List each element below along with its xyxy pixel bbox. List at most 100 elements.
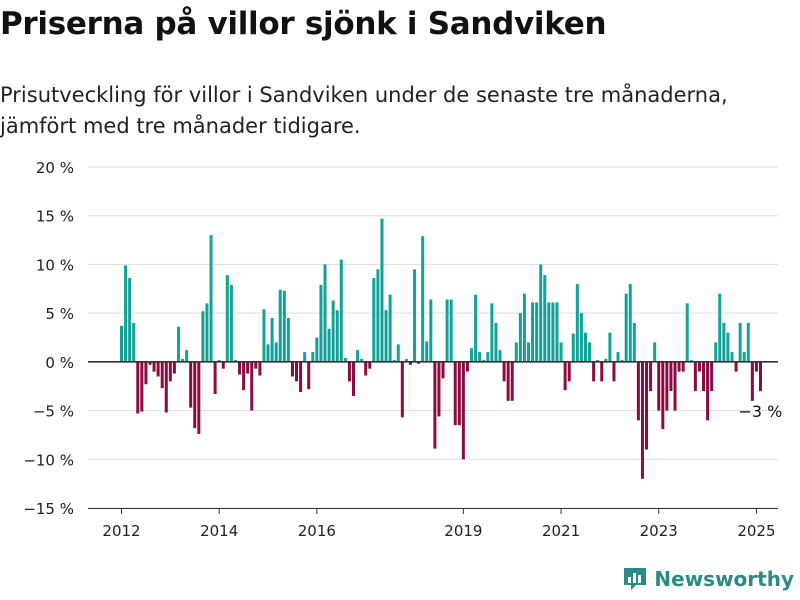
bar: [185, 350, 189, 362]
bar: [396, 344, 400, 362]
bar: [176, 326, 180, 362]
bar: [555, 302, 559, 362]
y-tick-label: 15 %: [36, 208, 74, 226]
bar: [746, 322, 750, 362]
bar: [404, 358, 408, 362]
bar: [551, 302, 555, 362]
bar: [189, 361, 193, 408]
bar: [343, 357, 347, 362]
bar: [201, 311, 205, 362]
page-title: Priserna på villor sjönk i Sandviken: [0, 6, 607, 42]
bar: [417, 361, 421, 364]
bar: [282, 290, 286, 362]
bar: [372, 278, 376, 362]
bar: [482, 359, 486, 362]
bar: [335, 310, 339, 362]
bar: [653, 342, 657, 362]
bar: [437, 361, 441, 417]
bar: [498, 350, 502, 362]
x-tick-label: 2016: [298, 522, 336, 540]
bar: [632, 322, 636, 362]
bar: [535, 302, 539, 362]
bar: [351, 361, 355, 396]
bar: [388, 294, 392, 362]
bar: [510, 361, 514, 401]
bar: [706, 361, 710, 421]
bar: [136, 361, 140, 414]
bar: [168, 361, 172, 382]
bar: [685, 303, 689, 362]
bar: [445, 299, 449, 362]
bar: [250, 361, 254, 411]
bar: [433, 361, 437, 449]
bar: [474, 294, 478, 362]
bar: [734, 361, 738, 372]
bar: [246, 361, 250, 374]
bar: [441, 361, 445, 379]
bar: [124, 265, 128, 362]
bar: [299, 361, 303, 393]
x-tick-label: 2014: [200, 522, 238, 540]
bar: [702, 361, 706, 392]
bar: [311, 352, 315, 362]
bar: [421, 236, 425, 362]
newsworthy-chart-logo-icon: [624, 568, 647, 590]
bar: [710, 361, 714, 392]
bar: [608, 332, 612, 362]
bar: [193, 361, 197, 429]
bar: [380, 218, 384, 362]
bar: [319, 284, 323, 362]
bar: [400, 361, 404, 418]
bar: [238, 361, 242, 375]
bar: [457, 361, 461, 426]
bar: [242, 361, 246, 391]
bar: [128, 278, 132, 362]
bar: [620, 359, 624, 362]
bar-chart: −15 %−10 %−5 %0 %5 %10 %15 %20 % 2012 201…: [23, 159, 782, 540]
bar: [470, 348, 474, 362]
bar: [754, 361, 758, 372]
bar: [543, 275, 547, 362]
bar: [738, 322, 742, 362]
bar: [575, 283, 579, 362]
bar: [531, 302, 535, 362]
x-tick-label: 2012: [102, 522, 140, 540]
bar: [213, 361, 217, 395]
bar: [413, 269, 417, 362]
bar: [290, 361, 294, 377]
bar: [152, 361, 156, 372]
bar: [307, 361, 311, 390]
bar: [262, 309, 266, 362]
bar: [697, 361, 701, 372]
bar: [278, 289, 282, 362]
bar: [197, 361, 201, 434]
bar: [303, 352, 307, 362]
y-tick-label: −5 %: [33, 403, 74, 421]
bar: [693, 361, 697, 392]
bar: [384, 310, 388, 362]
bar: [205, 303, 209, 362]
bar: [217, 359, 221, 362]
bar: [628, 283, 632, 362]
last-value-label: −3 %: [738, 402, 782, 421]
bar: [327, 328, 331, 362]
bar: [588, 342, 592, 362]
bar: [758, 361, 762, 392]
bar: [669, 361, 673, 392]
bar: [583, 332, 587, 362]
bar: [295, 361, 299, 382]
bar: [486, 352, 490, 362]
bar: [429, 299, 433, 362]
bar: [270, 318, 274, 362]
bar: [616, 352, 620, 362]
bar: [140, 361, 144, 412]
bar: [714, 342, 718, 362]
bar: [408, 361, 412, 365]
x-tick-label: 2025: [737, 522, 775, 540]
bar: [360, 358, 364, 362]
bar: [722, 322, 726, 362]
bar: [502, 361, 506, 382]
bar: [657, 361, 661, 411]
bar: [449, 299, 453, 362]
bar: [600, 361, 604, 382]
